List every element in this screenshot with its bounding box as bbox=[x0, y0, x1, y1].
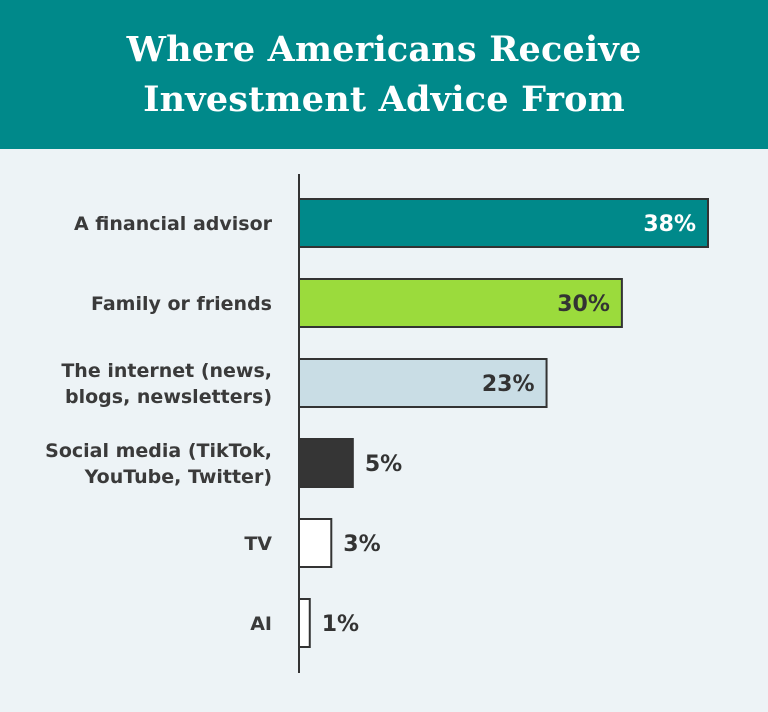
bar-chart-svg: A financial advisor 38% Family or friends 3… bbox=[45, 174, 709, 673]
value-label-1: 30% bbox=[557, 292, 610, 317]
category-label-3-line-0: Social media (TikTok, bbox=[45, 440, 272, 462]
value-label-0: 38% bbox=[643, 212, 696, 237]
category-label-5: AI bbox=[250, 613, 272, 635]
value-label-5: 1% bbox=[322, 612, 359, 637]
chart-title: Where Americans Receive Investment Advic… bbox=[126, 28, 642, 120]
header-banner: Where Americans Receive Investment Advic… bbox=[0, 0, 768, 149]
value-label-3: 5% bbox=[365, 452, 402, 477]
value-label-4: 3% bbox=[343, 532, 380, 557]
bar-4 bbox=[298, 518, 333, 568]
value-label-2: 23% bbox=[482, 372, 535, 397]
category-label-2-line-1: blogs, newsletters) bbox=[65, 386, 272, 408]
category-label-4: TV bbox=[244, 533, 272, 555]
bar-5 bbox=[298, 598, 311, 648]
category-label-0: A financial advisor bbox=[74, 213, 273, 235]
category-label-3-line-1: YouTube, Twitter) bbox=[84, 466, 272, 488]
bar-1 bbox=[298, 278, 623, 328]
bar-2 bbox=[298, 358, 548, 408]
bar-0 bbox=[298, 198, 709, 248]
category-label-2-line-0: The internet (news, bbox=[61, 360, 272, 382]
bar-3 bbox=[298, 438, 354, 488]
bar-chart: A financial advisor 38% Family or friends 3… bbox=[0, 149, 768, 708]
category-label-1: Family or friends bbox=[91, 293, 272, 315]
